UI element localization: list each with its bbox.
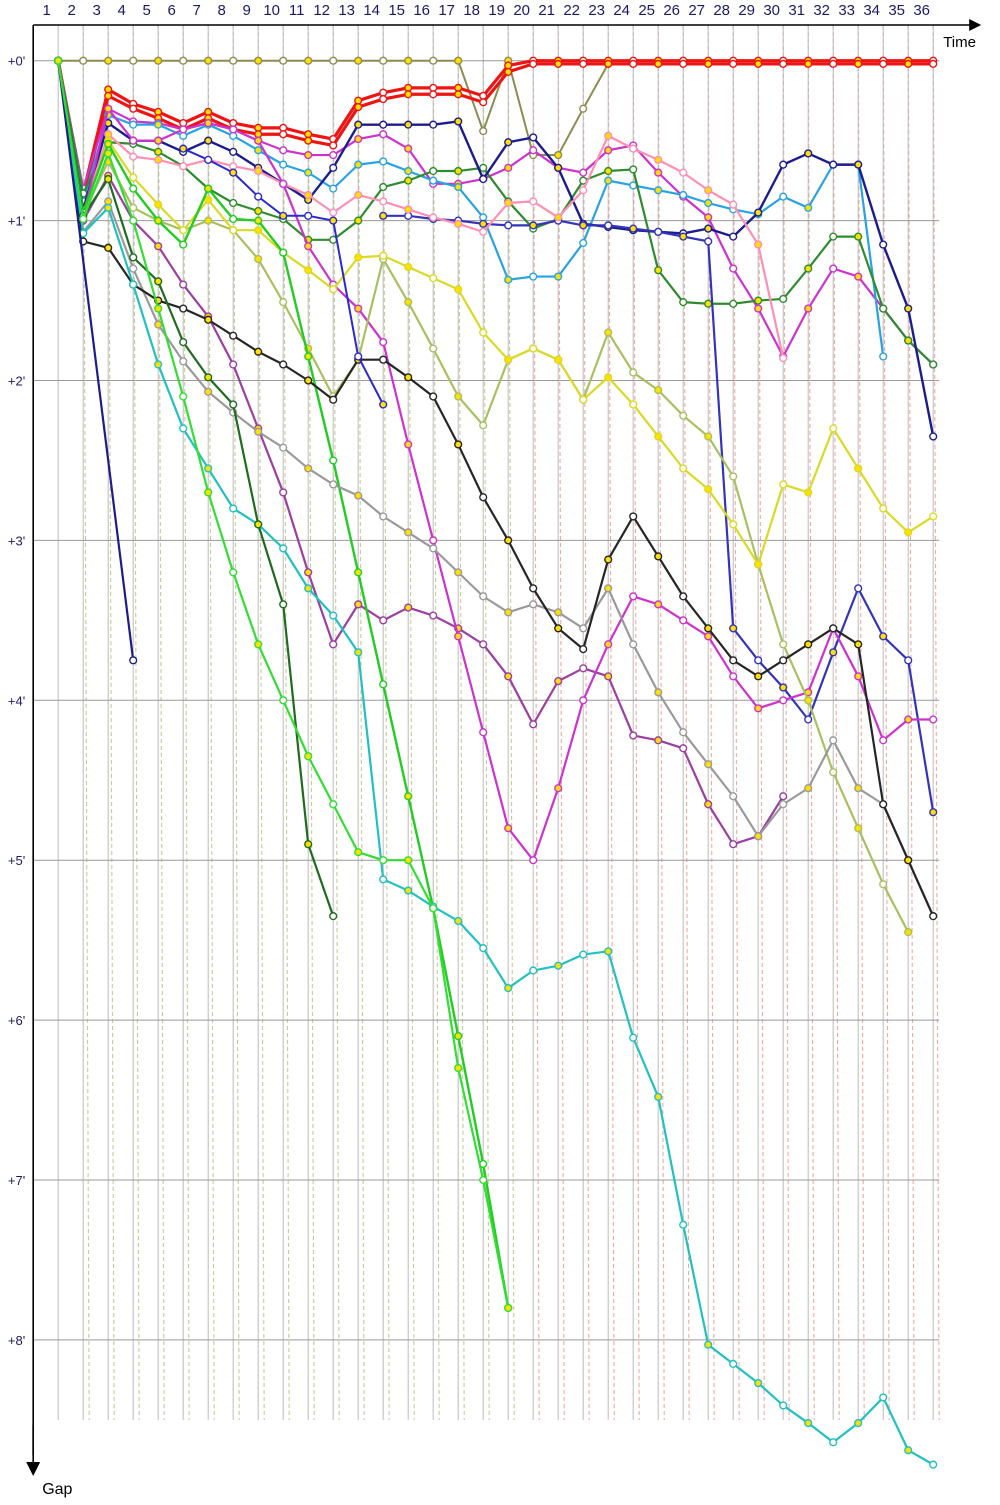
svg-text:11: 11 xyxy=(289,2,305,19)
svg-text:7: 7 xyxy=(193,2,201,19)
svg-text:+5': +5' xyxy=(8,853,25,868)
svg-text:8: 8 xyxy=(218,2,226,19)
svg-text:3: 3 xyxy=(93,2,101,19)
svg-text:23: 23 xyxy=(588,2,605,19)
svg-text:+3': +3' xyxy=(8,533,25,548)
svg-text:20: 20 xyxy=(513,2,530,19)
svg-text:19: 19 xyxy=(488,2,505,19)
svg-text:Time: Time xyxy=(943,34,976,51)
svg-text:18: 18 xyxy=(463,2,480,19)
svg-text:16: 16 xyxy=(413,2,430,19)
svg-text:36: 36 xyxy=(913,2,930,19)
svg-text:30: 30 xyxy=(763,2,780,19)
svg-text:12: 12 xyxy=(313,2,330,19)
svg-text:+4': +4' xyxy=(8,693,25,708)
svg-text:24: 24 xyxy=(613,2,630,19)
svg-text:25: 25 xyxy=(638,2,655,19)
svg-text:+6': +6' xyxy=(8,1013,25,1028)
svg-text:13: 13 xyxy=(338,2,355,19)
svg-text:+8': +8' xyxy=(8,1333,25,1348)
svg-text:32: 32 xyxy=(813,2,830,19)
svg-text:4: 4 xyxy=(118,2,126,19)
svg-text:35: 35 xyxy=(888,2,905,19)
svg-text:5: 5 xyxy=(143,2,151,19)
svg-text:33: 33 xyxy=(838,2,855,19)
svg-text:26: 26 xyxy=(663,2,680,19)
svg-text:2: 2 xyxy=(68,2,76,19)
svg-text:1: 1 xyxy=(43,2,51,19)
svg-text:+0': +0' xyxy=(8,54,25,69)
svg-text:6: 6 xyxy=(168,2,176,19)
svg-text:14: 14 xyxy=(363,2,380,19)
svg-text:27: 27 xyxy=(688,2,705,19)
svg-text:+1': +1' xyxy=(8,214,25,229)
svg-text:9: 9 xyxy=(243,2,251,19)
svg-text:17: 17 xyxy=(438,2,455,19)
svg-text:28: 28 xyxy=(713,2,730,19)
svg-text:+2': +2' xyxy=(8,374,25,389)
svg-text:Gap: Gap xyxy=(42,1481,72,1498)
svg-text:10: 10 xyxy=(263,2,280,19)
svg-text:15: 15 xyxy=(388,2,405,19)
svg-text:29: 29 xyxy=(738,2,755,19)
svg-text:22: 22 xyxy=(563,2,580,19)
svg-text:34: 34 xyxy=(863,2,880,19)
svg-text:21: 21 xyxy=(538,2,555,19)
svg-text:31: 31 xyxy=(788,2,805,19)
svg-text:+7': +7' xyxy=(8,1173,25,1188)
